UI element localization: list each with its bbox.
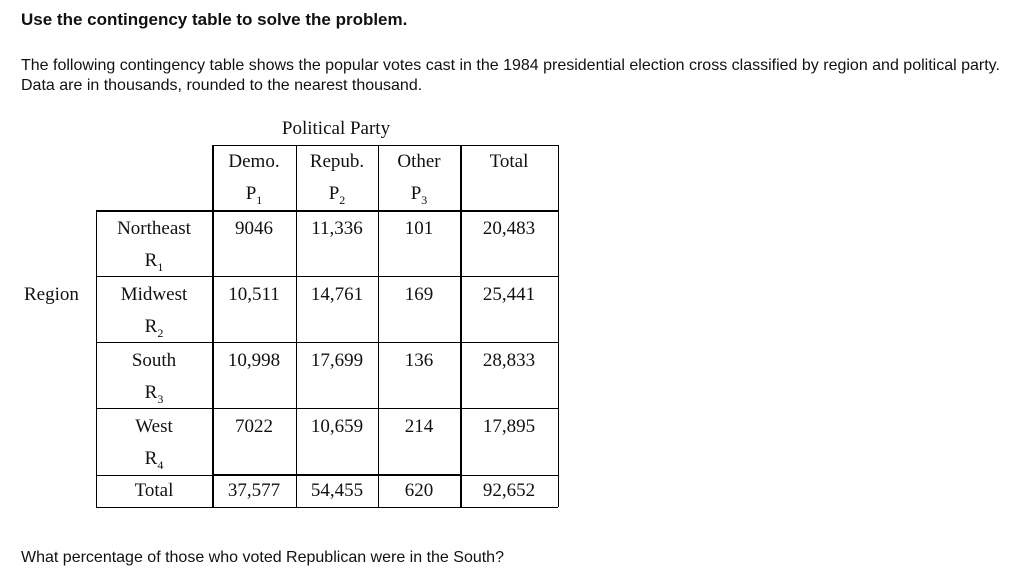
cell-label: Midwest — [120, 284, 188, 305]
cell-symbol: R3 — [144, 382, 164, 406]
total-cell: 92,652 — [482, 480, 536, 501]
table-cell: 17,699 — [310, 350, 364, 371]
table-cell: 7022 — [235, 416, 273, 437]
table-cell: 20,483 — [482, 218, 536, 239]
cell-symbol: P1 — [245, 183, 263, 207]
row-header: Northeast R1 — [96, 213, 212, 278]
grid-line — [96, 210, 97, 507]
table-cell: 169 — [404, 284, 434, 305]
grid-line — [558, 145, 559, 507]
cell-symbol: R4 — [144, 448, 164, 472]
table-cell: 17,895 — [482, 416, 536, 437]
table-cell: 11,336 — [311, 218, 363, 239]
column-header: Repub. P2 — [296, 146, 378, 211]
cell-label: Total — [489, 151, 529, 172]
grid-line — [96, 276, 558, 277]
column-header: Demo. P1 — [212, 146, 296, 211]
total-cell: 54,455 — [310, 480, 364, 501]
row-header: Midwest R2 — [96, 279, 212, 344]
table-cell: 28,833 — [482, 350, 536, 371]
grid-line — [96, 342, 558, 343]
cell-symbol: R2 — [144, 316, 164, 340]
table-cell: 10,511 — [228, 284, 280, 305]
cell-label: Northeast — [117, 218, 191, 239]
party-title: Political Party — [281, 118, 391, 139]
total-cell: 37,577 — [227, 480, 281, 501]
cell-symbol: P3 — [410, 183, 428, 207]
cell-label: West — [135, 416, 173, 437]
cell-symbol: R1 — [144, 250, 164, 274]
grid-line — [96, 210, 558, 212]
cell-label: South — [131, 350, 177, 371]
cell-symbol: P2 — [328, 183, 346, 207]
question-text: What percentage of those who voted Repub… — [21, 549, 504, 566]
table-cell: 136 — [404, 350, 434, 371]
table-cell: 10,659 — [310, 416, 364, 437]
grid-line — [212, 145, 558, 146]
grid-line — [378, 145, 379, 507]
column-header: Other P3 — [378, 146, 460, 211]
total-cell: 620 — [404, 480, 434, 501]
table-cell: 101 — [404, 218, 434, 239]
grid-line — [96, 475, 558, 476]
table-cell: 25,441 — [482, 284, 536, 305]
region-title: Region — [24, 284, 79, 305]
column-header: Total — [460, 146, 558, 178]
row-header-total: Total — [134, 480, 174, 501]
grid-line — [96, 408, 558, 409]
grid-line — [212, 145, 214, 507]
grid-line — [96, 507, 558, 508]
row-header: West R4 — [96, 411, 212, 476]
table-cell: 9046 — [235, 218, 273, 239]
cell-label: Repub. — [309, 151, 365, 172]
table-cell: 214 — [404, 416, 434, 437]
table-cell: 14,761 — [310, 284, 364, 305]
cell-label: Demo. — [228, 151, 280, 172]
grid-line — [296, 145, 297, 507]
cell-label: Other — [397, 151, 441, 172]
table-cell: 10,998 — [227, 350, 281, 371]
row-header: South R3 — [96, 345, 212, 410]
grid-line — [460, 145, 462, 507]
problem-heading: Use the contingency table to solve the p… — [21, 10, 408, 29]
problem-intro: The following contingency table shows th… — [21, 57, 1000, 94]
